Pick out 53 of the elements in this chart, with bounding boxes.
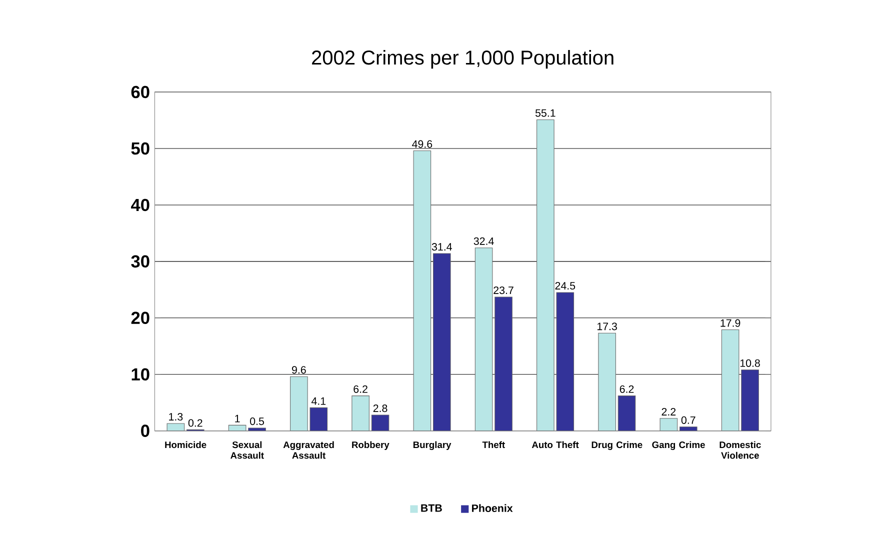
data-label: 49.6 — [412, 140, 432, 148]
data-label: 0.7 — [681, 416, 696, 424]
bar — [474, 248, 493, 432]
bar — [679, 426, 698, 432]
data-label: 2.2 — [662, 408, 676, 416]
x-tick-label: Robbery — [352, 441, 390, 450]
x-tick-label: Aggravated Assault — [283, 441, 334, 459]
x-tick-label: Burglary — [413, 441, 452, 450]
y-tick-label: 10 — [132, 368, 150, 381]
data-label: 23.7 — [494, 286, 514, 294]
bar — [721, 330, 740, 432]
bar — [618, 396, 636, 432]
legend-label: BTB — [421, 504, 442, 512]
x-tick-label: Auto Theft — [532, 441, 579, 448]
chart-title: 2002 Crimes per 1,000 Population — [312, 50, 614, 69]
data-label: 24.5 — [555, 282, 576, 290]
y-tick-label: 20 — [131, 312, 150, 324]
x-tick-label: Homicide — [165, 441, 206, 448]
y-tick-label: 60 — [131, 86, 150, 98]
bar — [290, 376, 308, 432]
bar — [536, 120, 554, 432]
bar — [352, 396, 370, 432]
bar — [660, 418, 678, 432]
data-label: 1.3 — [169, 413, 183, 421]
x-tick-label: Sexual Assault — [230, 441, 264, 459]
data-label: 0.2 — [188, 419, 202, 427]
bar — [598, 333, 616, 432]
data-label: 17.3 — [597, 322, 617, 330]
data-label: 1 — [235, 415, 240, 422]
data-label: 10.8 — [740, 360, 760, 368]
x-tick-label: Gang Crime — [652, 441, 705, 450]
data-label: 0.5 — [250, 418, 264, 426]
y-tick-label: 40 — [131, 199, 150, 212]
data-label: 2.8 — [373, 404, 388, 412]
data-label: 4.1 — [311, 398, 326, 405]
bar — [413, 150, 432, 432]
y-tick-label: 0 — [141, 424, 150, 438]
bar — [371, 414, 390, 432]
bar — [741, 370, 759, 432]
data-label: 6.2 — [620, 386, 634, 394]
x-tick-label: Drug Crime — [592, 441, 642, 450]
data-label: 6.2 — [354, 386, 368, 394]
x-tick-label: Theft — [482, 441, 505, 448]
y-tick-label: 30 — [131, 256, 150, 268]
y-tick-label: 50 — [131, 142, 150, 155]
data-label: 55.1 — [535, 110, 556, 118]
data-label: 9.6 — [292, 366, 306, 374]
data-label: 32.4 — [474, 238, 494, 246]
bar — [433, 253, 451, 432]
x-tick-label: Domestic Violence — [720, 441, 761, 459]
data-label: 17.9 — [720, 320, 740, 328]
data-label: 31.4 — [432, 243, 452, 251]
legend-label: Phoenix — [472, 504, 513, 512]
